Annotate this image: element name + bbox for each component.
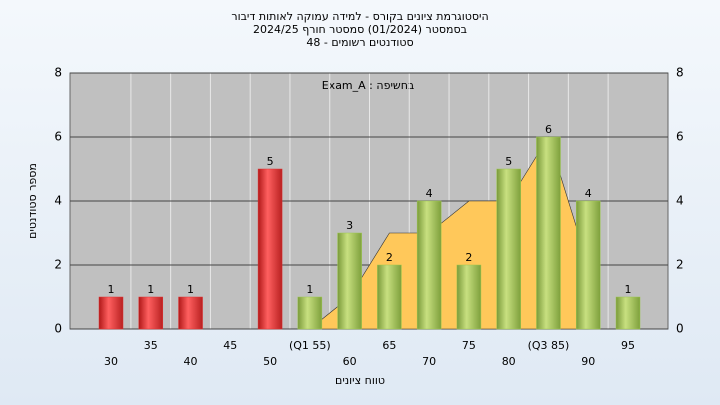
value-label: 1 xyxy=(306,283,313,296)
value-label: 6 xyxy=(545,123,552,136)
bar xyxy=(615,296,641,330)
x-tick-label: 75 xyxy=(462,339,476,352)
y-axis-label: מספר סטודנטים xyxy=(26,163,39,239)
value-label: 1 xyxy=(187,283,194,296)
y2-tick-label: 6 xyxy=(676,130,684,144)
bar xyxy=(575,200,601,330)
x-tick-label: 50 xyxy=(263,355,277,368)
chart-subtitle: סטודנטים רשומים - 48 xyxy=(306,36,413,49)
value-label: 3 xyxy=(346,219,353,232)
x-tick-label: 60 xyxy=(343,355,357,368)
value-label: 2 xyxy=(386,251,393,264)
y-tick-label: 0 xyxy=(54,322,62,336)
annotation: בחשיפה : Exam_A xyxy=(322,79,415,92)
chart-title: היסטוגרמת ציונים בקורס - למידה עמוקה לאו… xyxy=(231,10,488,23)
x-tick-label: 30 xyxy=(104,355,118,368)
x-tick-label: (Q3 85) xyxy=(528,339,570,352)
y2-tick-label: 4 xyxy=(676,194,684,208)
y2-tick-label: 0 xyxy=(676,322,684,336)
x-axis-label: טווח ציונים xyxy=(335,374,385,387)
value-label: 4 xyxy=(426,187,433,200)
bar xyxy=(138,296,164,330)
x-tick-label: 95 xyxy=(621,339,635,352)
x-tick-label: 70 xyxy=(422,355,436,368)
bar xyxy=(536,136,561,330)
value-label: 4 xyxy=(585,187,592,200)
chart-subtitle: בסמסטר (01/2024) סמסטר חורף 2024/25 xyxy=(253,23,467,36)
bar xyxy=(496,168,521,330)
value-label: 5 xyxy=(267,155,274,168)
value-label: 1 xyxy=(108,283,115,296)
x-tick-label: 80 xyxy=(502,355,516,368)
x-tick-label: 35 xyxy=(144,339,158,352)
x-tick-label: 90 xyxy=(581,355,595,368)
x-tick-label: 40 xyxy=(184,355,198,368)
value-label: 2 xyxy=(465,251,472,264)
bar xyxy=(456,264,482,330)
y2-tick-label: 8 xyxy=(676,66,684,80)
bar xyxy=(337,232,362,330)
bar xyxy=(178,296,203,330)
bar xyxy=(297,296,323,330)
y-tick-label: 6 xyxy=(54,130,62,144)
y-tick-label: 4 xyxy=(54,194,62,208)
bar xyxy=(257,168,283,330)
x-tick-label: 45 xyxy=(223,339,237,352)
x-tick-label: (Q1 55) xyxy=(289,339,331,352)
bar xyxy=(98,296,124,330)
bar xyxy=(377,264,402,330)
value-label: 5 xyxy=(505,155,512,168)
y-tick-label: 8 xyxy=(54,66,62,80)
y-tick-label: 2 xyxy=(54,258,62,272)
y2-tick-label: 2 xyxy=(676,258,684,272)
x-tick-label: 65 xyxy=(382,339,396,352)
value-label: 1 xyxy=(147,283,154,296)
value-label: 1 xyxy=(625,283,632,296)
bar xyxy=(416,200,442,330)
